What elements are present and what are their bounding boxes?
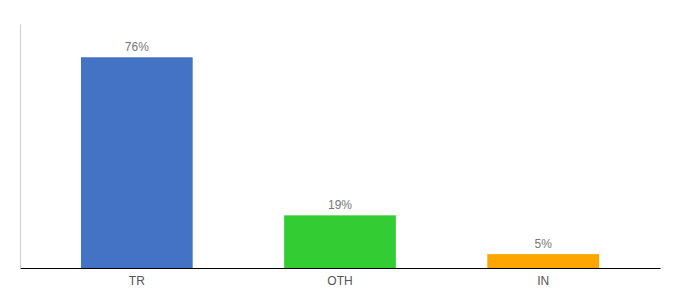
data-labels: 76% 19% 5% [125, 40, 552, 251]
data-label: 76% [125, 40, 149, 54]
x-tick-label: TR [129, 274, 145, 288]
bar [81, 57, 193, 268]
x-tick: TR [129, 274, 145, 288]
bars [81, 57, 599, 268]
y-axis [20, 25, 21, 269]
x-axis-line [21, 268, 661, 269]
x-tick-label: OTH [327, 274, 352, 288]
bar [284, 215, 396, 268]
chart: 76% 19% 5% TR OTH IN [0, 0, 680, 300]
x-tick: IN [537, 274, 549, 288]
data-label: 5% [535, 237, 553, 251]
data-label: 19% [328, 198, 352, 212]
x-axis: TR OTH IN [21, 269, 661, 288]
y-axis-line [20, 25, 21, 269]
bar [487, 254, 599, 268]
plot: 76% 19% 5% TR OTH IN [21, 25, 661, 288]
x-tick-label: IN [537, 274, 549, 288]
x-tick: OTH [327, 274, 352, 288]
